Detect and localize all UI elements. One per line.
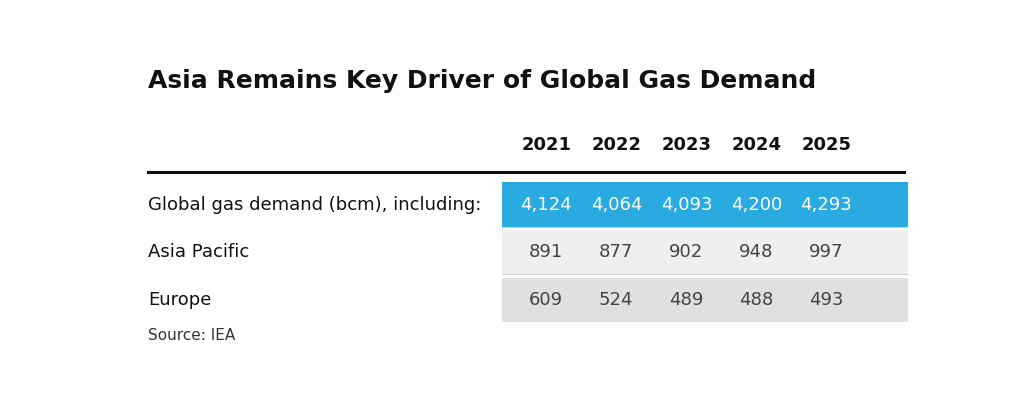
Text: 902: 902 <box>670 243 703 261</box>
Text: Source: IEA: Source: IEA <box>148 328 235 343</box>
Text: 4,293: 4,293 <box>800 196 852 213</box>
Text: 2024: 2024 <box>731 136 782 154</box>
Text: Europe: Europe <box>148 291 212 309</box>
Text: 524: 524 <box>599 291 634 309</box>
Text: 488: 488 <box>739 291 773 309</box>
Text: Global gas demand (bcm), including:: Global gas demand (bcm), including: <box>148 196 482 213</box>
Text: 2021: 2021 <box>522 136 571 154</box>
Text: 948: 948 <box>739 243 773 261</box>
Bar <box>502 230 908 275</box>
Text: 997: 997 <box>809 243 843 261</box>
Text: 2023: 2023 <box>661 136 712 154</box>
Bar <box>502 278 908 322</box>
Text: 4,124: 4,124 <box>521 196 572 213</box>
Text: 489: 489 <box>670 291 703 309</box>
Text: 2025: 2025 <box>801 136 851 154</box>
Text: 609: 609 <box>529 291 563 309</box>
Text: 4,093: 4,093 <box>660 196 712 213</box>
Text: 4,200: 4,200 <box>731 196 782 213</box>
Bar <box>502 182 908 227</box>
Text: 877: 877 <box>599 243 634 261</box>
Text: Asia Remains Key Driver of Global Gas Demand: Asia Remains Key Driver of Global Gas De… <box>148 69 816 93</box>
Text: 493: 493 <box>809 291 843 309</box>
Text: 891: 891 <box>529 243 564 261</box>
Text: 2022: 2022 <box>592 136 641 154</box>
Text: 4,064: 4,064 <box>591 196 642 213</box>
Text: Asia Pacific: Asia Pacific <box>148 243 250 261</box>
